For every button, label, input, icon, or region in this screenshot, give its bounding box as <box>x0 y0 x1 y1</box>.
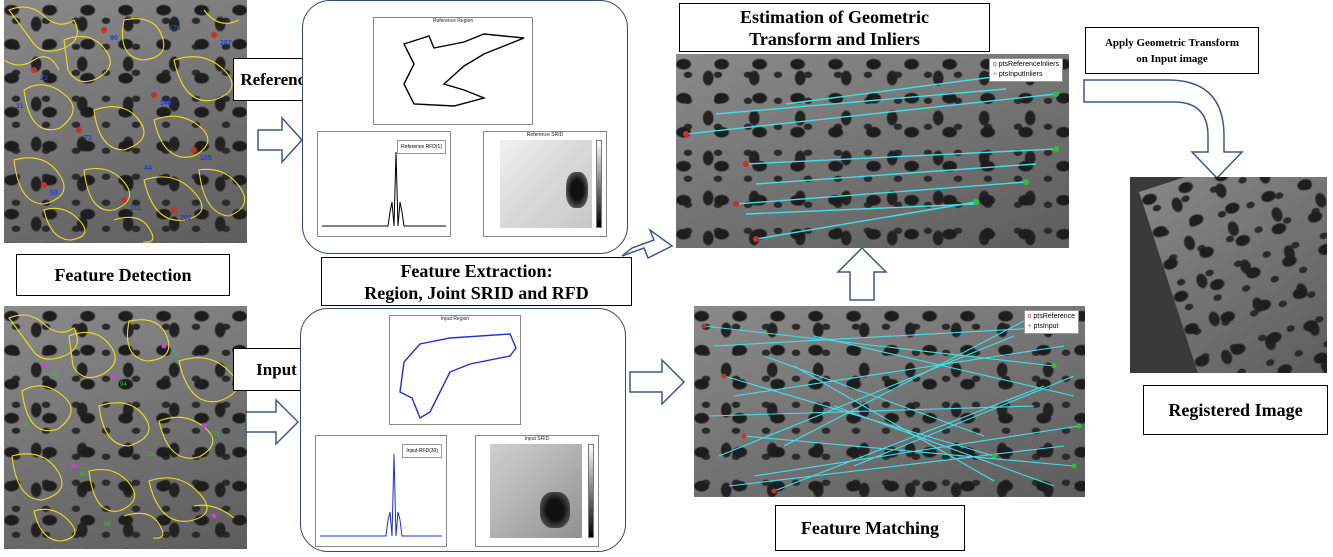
svg-text:120: 120 <box>170 352 181 358</box>
svg-text:11: 11 <box>16 103 24 110</box>
reference-extraction-panel: Reference Region Reference RFD(1) Refere… <box>302 0 628 254</box>
input-rfd-curve <box>320 453 442 537</box>
legend-reference-points: o ptsReference <box>1027 313 1076 320</box>
registered-image-label: Registered Image <box>1143 385 1328 435</box>
input-srid-colorbar <box>588 444 594 538</box>
matching-legend: o ptsReference + ptsInput <box>1023 310 1079 334</box>
svg-text:27: 27 <box>24 422 31 428</box>
input-srid-dark-blob <box>540 492 570 528</box>
legend-input-inliers: + ptsInputInliers <box>992 71 1043 78</box>
feature-extraction-label: Feature Extraction: Region, Joint SRID a… <box>321 257 632 306</box>
svg-text:185: 185 <box>200 155 212 162</box>
feature-extraction-line1: Feature Extraction: <box>400 260 553 281</box>
reference-rfd-plot: Reference RFD(1) <box>317 131 451 237</box>
arrow-matching-to-estimation <box>836 246 888 301</box>
legend-input-points: + ptsInput <box>1027 323 1059 330</box>
feature-detection-label: Feature Detection <box>16 254 230 296</box>
legend-reference-inliers: o ptsReferenceInliers <box>992 61 1059 68</box>
svg-text:88: 88 <box>104 522 111 528</box>
registered-image-text: Registered Image <box>1168 399 1303 420</box>
matching-image: o ptsReference + ptsInput <box>694 306 1085 497</box>
reference-rfd-legend: Reference RFD(1) <box>397 140 446 154</box>
feature-matching-label: Feature Matching <box>775 505 965 551</box>
registered-image <box>1130 177 1327 373</box>
reference-srid-title: Reference SRID <box>526 132 564 138</box>
inliers-legend: o ptsReferenceInliers + ptsInputInliers <box>988 58 1063 82</box>
input-region-curve <box>399 333 517 420</box>
svg-text:23: 23 <box>40 75 48 82</box>
svg-text:176: 176 <box>169 25 181 32</box>
registered-warped-region <box>1139 177 1327 373</box>
reference-srid-colorbar <box>596 140 602 228</box>
svg-text:148: 148 <box>160 100 172 107</box>
apply-transform-line2: on Input image <box>1136 52 1208 65</box>
input-segmentation-overlay: 38 94 120 171 62 27 133 88 <box>8 314 238 542</box>
svg-text:62: 62 <box>80 472 87 478</box>
arrow-ref-to-extraction <box>257 116 304 164</box>
reference-srid-dark-blob <box>566 172 588 208</box>
input-srid-title: Input SRID <box>524 436 550 442</box>
inlier-match-lines <box>683 73 1059 242</box>
reference-text: Reference <box>240 69 313 89</box>
svg-text:73: 73 <box>84 135 92 142</box>
input-region-plot: Input Region <box>389 315 521 425</box>
svg-text:171: 171 <box>210 432 221 438</box>
reference-segmentation-overlay: 23 73 148 185 58 111 207 90 202 11 176 44 <box>4 6 246 243</box>
inliers-image: o ptsReferenceInliers + ptsInputInliers <box>676 54 1069 248</box>
arrow-extraction-to-estimation <box>621 227 674 260</box>
feature-extraction-line2: Region, Joint SRID and RFD <box>364 282 589 303</box>
reference-rfd-curve <box>322 151 446 227</box>
input-region-title: Input Region <box>440 316 470 322</box>
svg-text:58: 58 <box>50 190 58 197</box>
input-detection-image: 38 94 120 171 62 27 133 88 <box>4 306 247 549</box>
reference-region-curve <box>403 33 525 107</box>
reference-detection-image: 23 73 148 185 58 111 207 90 202 11 176 44 <box>4 0 247 243</box>
feature-detection-text: Feature Detection <box>54 264 192 285</box>
arrow-extraction-to-matching <box>629 358 686 406</box>
svg-text:202: 202 <box>180 215 192 222</box>
reference-srid-plot: Reference SRID <box>483 131 607 237</box>
feature-matching-text: Feature Matching <box>800 517 940 538</box>
input-extraction-panel: Input Region Input RFD(30) Input SRID <box>300 308 626 552</box>
svg-text:133: 133 <box>144 452 155 458</box>
input-rfd-legend: Input RFD(30) <box>402 444 442 458</box>
svg-text:90: 90 <box>110 35 118 42</box>
estimation-line2: Transform and Inliers <box>749 28 920 49</box>
apply-transform-line1: Apply Geometric Transform <box>1104 36 1239 49</box>
svg-text:94: 94 <box>120 382 127 388</box>
arrow-estimation-to-registered <box>1083 79 1244 180</box>
svg-text:111: 111 <box>130 205 141 212</box>
input-text: Input <box>256 359 297 379</box>
estimation-line1: Estimation of Geometric <box>740 6 929 27</box>
apply-transform-label: Apply Geometric Transform on Input image <box>1085 27 1259 74</box>
svg-text:38: 38 <box>50 372 57 378</box>
putative-match-lines <box>701 320 1082 494</box>
svg-text:207: 207 <box>220 40 232 47</box>
input-srid-heatmap <box>490 444 582 538</box>
input-srid-plot: Input SRID <box>475 435 599 547</box>
input-rfd-plot: Input RFD(30) <box>315 435 447 547</box>
reference-region-title: Reference Region <box>432 18 474 24</box>
svg-text:44: 44 <box>144 165 152 172</box>
arrow-input-to-extraction <box>245 398 300 446</box>
estimation-label: Estimation of Geometric Transform and In… <box>679 3 990 52</box>
reference-region-plot: Reference Region <box>373 17 533 125</box>
